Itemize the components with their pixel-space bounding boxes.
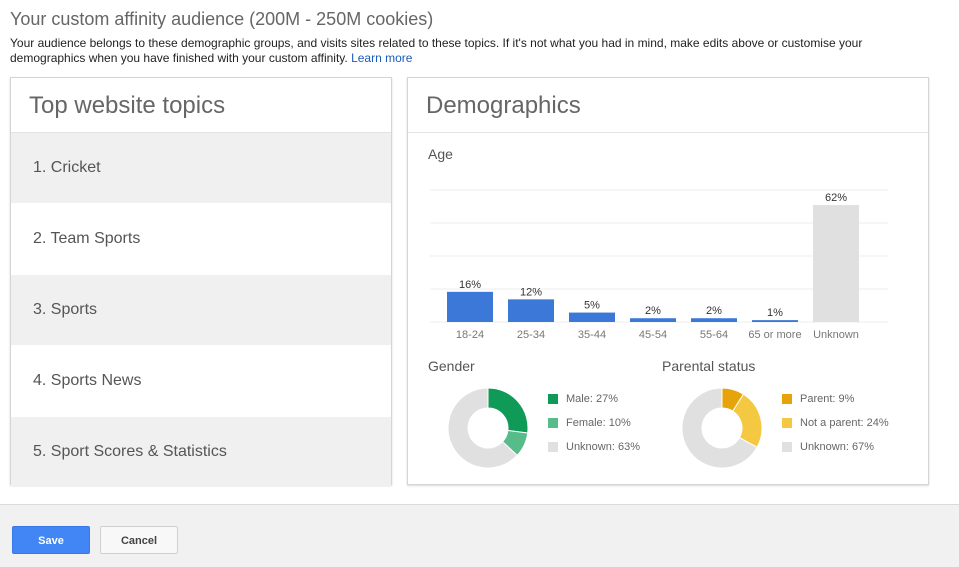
age-bar-value-label: 5% xyxy=(584,300,600,312)
parental-legend: Parent: 9% Not a parent: 24% Unknown: 67% xyxy=(782,387,889,459)
topic-item: 5. Sport Scores & Statistics xyxy=(11,417,391,488)
legend-swatch xyxy=(782,418,792,428)
age-tick-label: 35-44 xyxy=(578,329,606,341)
legend-label: Not a parent: 24% xyxy=(800,417,889,429)
gender-donut-chart xyxy=(447,387,529,469)
legend-swatch xyxy=(782,394,792,404)
legend-label: Male: 27% xyxy=(566,393,618,405)
legend-item: Unknown: 67% xyxy=(782,435,889,459)
age-tick-label: Unknown xyxy=(813,329,859,341)
age-tick-label: 45-54 xyxy=(639,329,667,341)
save-button[interactable]: Save xyxy=(12,526,90,554)
age-bar xyxy=(813,205,859,322)
age-bar-value-label: 16% xyxy=(459,279,481,291)
cancel-button[interactable]: Cancel xyxy=(100,526,178,554)
legend-swatch xyxy=(548,418,558,428)
page-title: Your custom affinity audience (200M - 25… xyxy=(10,9,434,29)
gender-legend: Male: 27% Female: 10% Unknown: 63% xyxy=(548,387,640,459)
topics-title: Top website topics xyxy=(11,78,391,133)
gender-label: Gender xyxy=(428,358,475,374)
parental-label: Parental status xyxy=(662,358,756,374)
legend-swatch xyxy=(548,394,558,404)
donut-slice xyxy=(487,387,529,434)
footer-bar: Save Cancel xyxy=(0,504,959,567)
legend-swatch xyxy=(548,442,558,452)
age-bar xyxy=(752,320,798,322)
topic-item: 2. Team Sports xyxy=(11,204,391,275)
age-bar-value-label: 1% xyxy=(767,307,783,319)
topic-item: 1. Cricket xyxy=(11,133,391,204)
top-topics-card: Top website topics 1. Cricket 2. Team Sp… xyxy=(10,77,392,488)
age-label: Age xyxy=(428,146,453,162)
age-bar-value-label: 12% xyxy=(520,286,542,298)
topic-item: 4. Sports News xyxy=(11,346,391,417)
age-tick-label: 18-24 xyxy=(456,329,484,341)
age-tick-label: 55-64 xyxy=(700,329,728,341)
age-bar-value-label: 2% xyxy=(645,305,661,317)
legend-item: Parent: 9% xyxy=(782,387,889,411)
age-bar xyxy=(569,312,615,322)
age-bar-value-label: 62% xyxy=(825,192,847,204)
demographics-title: Demographics xyxy=(408,78,928,133)
legend-swatch xyxy=(782,442,792,452)
legend-item: Unknown: 63% xyxy=(548,435,640,459)
age-bar xyxy=(447,291,493,322)
page-description: Your audience belongs to these demograph… xyxy=(10,36,940,66)
demographics-card: Demographics Age 16% 18-24 12% 25-34 5% 35-44… xyxy=(407,77,929,485)
age-bar xyxy=(508,299,554,322)
age-bar xyxy=(630,318,676,322)
age-tick-label: 65 or more xyxy=(748,329,801,341)
donut-slice xyxy=(447,387,518,469)
legend-item: Not a parent: 24% xyxy=(782,411,889,435)
legend-label: Unknown: 63% xyxy=(566,441,640,453)
learn-more-link[interactable]: Learn more xyxy=(351,51,413,65)
legend-label: Parent: 9% xyxy=(800,393,855,405)
donut-slice xyxy=(681,387,758,469)
age-bar-chart: 16% 18-24 12% 25-34 5% 35-44 2% 45-54 2% 55-64 1% 6… xyxy=(430,189,888,341)
age-bar-value-label: 2% xyxy=(706,305,722,317)
legend-item: Male: 27% xyxy=(548,387,640,411)
legend-label: Unknown: 67% xyxy=(800,441,874,453)
topic-item: 3. Sports xyxy=(11,275,391,346)
legend-label: Female: 10% xyxy=(566,417,631,429)
description-text: Your audience belongs to these demograph… xyxy=(10,36,863,65)
legend-item: Female: 10% xyxy=(548,411,640,435)
parental-donut-chart xyxy=(681,387,763,469)
age-tick-label: 25-34 xyxy=(517,329,545,341)
age-bar xyxy=(691,318,737,322)
